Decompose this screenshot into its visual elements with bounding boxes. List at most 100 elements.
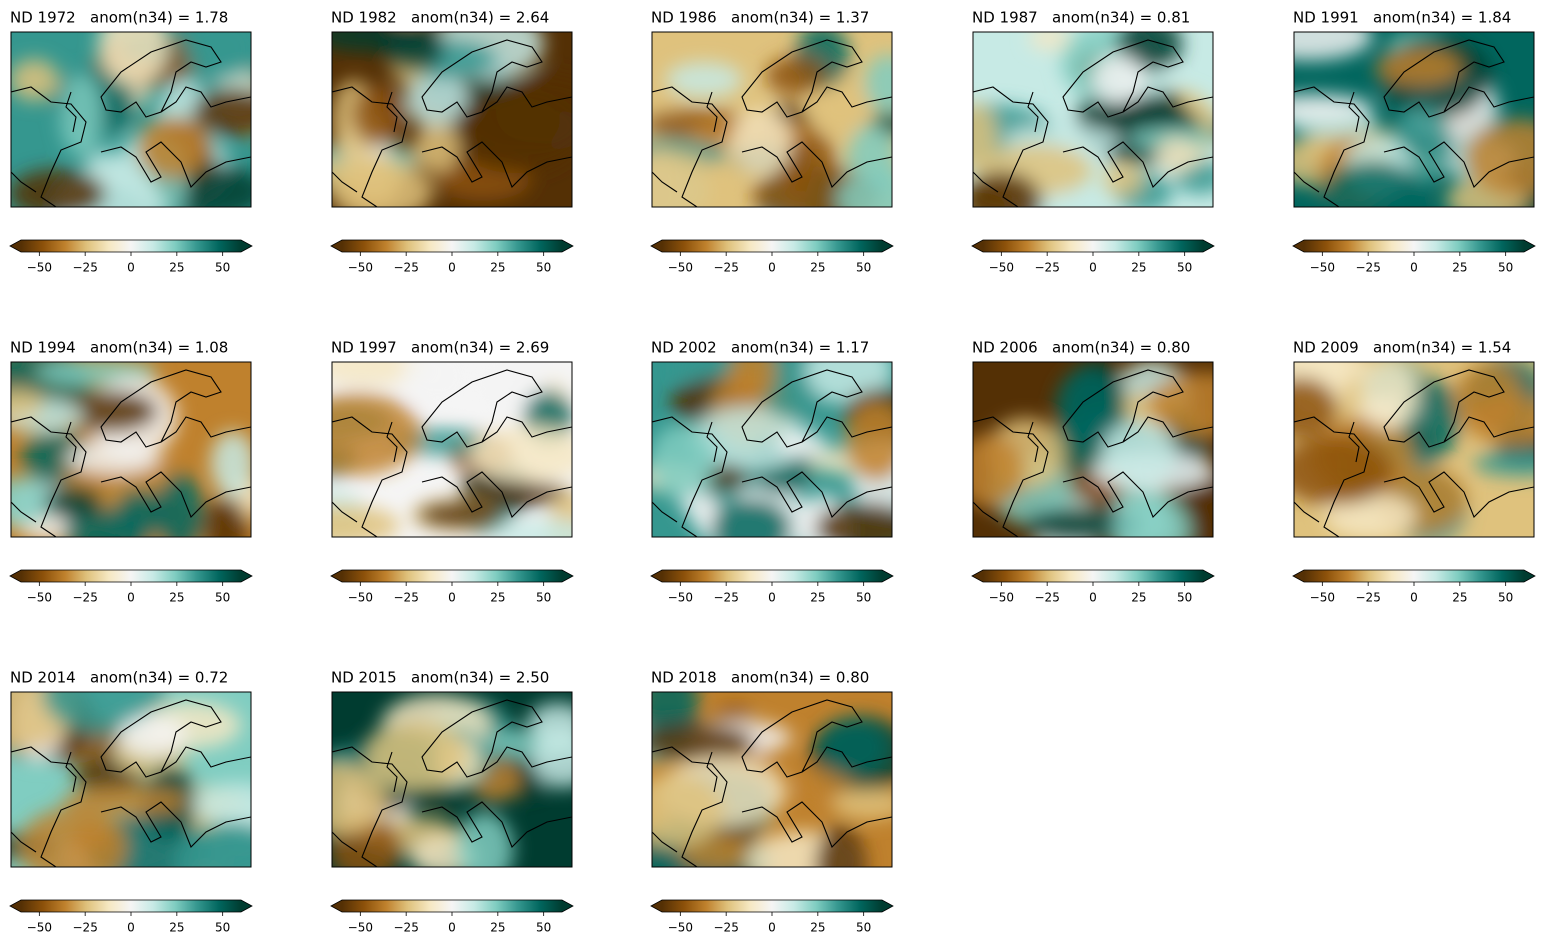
- map-blob: [192, 782, 251, 825]
- colorbar-outline: [1292, 239, 1536, 253]
- map-field: [1294, 362, 1534, 537]
- colorbar-extend-high: [562, 240, 573, 252]
- panel-title: ND 1982 anom(n34) = 2.64: [331, 9, 549, 27]
- map-field: [973, 362, 1213, 537]
- map-blob: [1463, 118, 1534, 197]
- colorbar-tick-label: 50: [536, 921, 551, 935]
- colorbar-extend-high: [882, 900, 893, 912]
- colorbar-tick-label: −25: [714, 261, 739, 275]
- map-blob: [765, 56, 828, 96]
- colorbar-tick-label: −25: [1035, 261, 1060, 275]
- map-blob: [689, 406, 807, 472]
- map-blob: [61, 786, 189, 817]
- panel-title: ND 2006 anom(n34) = 0.80: [972, 339, 1190, 357]
- colorbar-extend-high: [1524, 240, 1535, 252]
- panel-title: ND 1972 anom(n34) = 1.78: [10, 9, 228, 27]
- map-blobs: [332, 694, 572, 867]
- map-blob: [652, 774, 724, 848]
- colorbar-extend-high: [241, 900, 252, 912]
- colorbar-tick-label: 50: [215, 921, 230, 935]
- coastline: [652, 39, 892, 207]
- colorbar-tick-label: −25: [1035, 591, 1060, 605]
- map-blob: [665, 61, 743, 98]
- panel: ND 1986 anom(n34) = 1.37 −50 −25 0 25 50: [650, 9, 894, 275]
- colorbar-extend-low: [972, 240, 983, 252]
- coastline: [1294, 39, 1534, 207]
- colorbar-tick-label: −50: [348, 921, 373, 935]
- map-blob: [679, 835, 750, 867]
- colorbar-tick-label: 25: [1131, 591, 1146, 605]
- map-field: [973, 32, 1213, 207]
- colorbar-extend-high: [241, 570, 252, 582]
- map-blobs: [652, 32, 892, 207]
- colorbar-tick-label: 0: [1089, 591, 1097, 605]
- colorbar: [983, 570, 1203, 582]
- coastline: [652, 699, 892, 867]
- colorbar-tick-label: 50: [856, 921, 871, 935]
- map-blob: [451, 90, 572, 174]
- map-blob: [98, 32, 169, 86]
- map-blob: [1023, 506, 1141, 537]
- colorbar-outline: [9, 899, 253, 913]
- colorbar-extend-high: [882, 240, 893, 252]
- colorbar-extend-low: [10, 570, 21, 582]
- panel: ND 1994 anom(n34) = 1.08 −50 −25 0 25 50: [9, 339, 253, 605]
- colorbar: [662, 240, 882, 252]
- colorbar-tick-label: −25: [1356, 261, 1381, 275]
- map-blob: [404, 68, 469, 130]
- map-frame: [331, 691, 573, 868]
- map-blob: [11, 477, 55, 527]
- map-blob: [62, 390, 159, 433]
- colorbar-outline: [1292, 569, 1536, 583]
- colorbar-tick-label: −50: [668, 591, 693, 605]
- panel-title: ND 2002 anom(n34) = 1.17: [651, 339, 869, 357]
- colorbar-tick-label: 0: [448, 591, 456, 605]
- colorbar: [1304, 570, 1524, 582]
- map-blobs: [973, 362, 1213, 537]
- map-blob: [192, 87, 251, 136]
- colorbar-outline: [330, 899, 574, 913]
- colorbar-extend-high: [1203, 240, 1214, 252]
- colorbar-tick-label: 25: [810, 591, 825, 605]
- map-frame: [972, 361, 1214, 538]
- map-blob: [815, 502, 892, 537]
- colorbar-outline: [9, 239, 253, 253]
- panel: ND 2002 anom(n34) = 1.17 −50 −25 0 25 50: [650, 339, 894, 605]
- colorbar-extend-high: [1524, 570, 1535, 582]
- colorbar-outline: [650, 569, 894, 583]
- panel-title: ND 1994 anom(n34) = 1.08: [10, 339, 228, 357]
- panel: ND 2014 anom(n34) = 0.72 −50 −25 0 25 50: [9, 669, 253, 935]
- map-frame: [1293, 31, 1535, 208]
- map-blobs: [332, 32, 572, 207]
- colorbar-outline: [650, 899, 894, 913]
- colorbar-outline: [971, 569, 1215, 583]
- colorbar: [1304, 240, 1524, 252]
- coastline: [973, 39, 1213, 207]
- colorbar-extend-low: [651, 570, 662, 582]
- colorbar-tick-label: −50: [1310, 591, 1335, 605]
- colorbar-extend-low: [10, 240, 21, 252]
- map-field: [1294, 32, 1534, 207]
- map-blob: [332, 392, 422, 476]
- colorbar-tick-label: 0: [768, 261, 776, 275]
- colorbar-tick-label: −50: [348, 261, 373, 275]
- colorbar-tick-label: 0: [127, 921, 135, 935]
- map-blob: [652, 423, 716, 499]
- colorbar-tick-label: 50: [856, 591, 871, 605]
- map-blob: [44, 485, 102, 521]
- colorbar: [21, 240, 241, 252]
- colorbar-tick-label: −25: [394, 591, 419, 605]
- colorbar-tick-label: 0: [448, 921, 456, 935]
- map-blob: [469, 425, 572, 483]
- map-blob: [864, 54, 892, 113]
- panel: ND 1982 anom(n34) = 2.64 −50 −25 0 25 50: [330, 9, 574, 275]
- map-field: [652, 692, 892, 867]
- colorbar-tick-label: 0: [768, 921, 776, 935]
- colorbar-extend-low: [10, 900, 21, 912]
- panel: ND 1991 anom(n34) = 1.84 −50 −25 0 25 50: [1292, 9, 1536, 275]
- map-blob: [117, 715, 188, 757]
- colorbar: [21, 900, 241, 912]
- panel-title: ND 1997 anom(n34) = 2.69: [331, 339, 549, 357]
- map-field: [332, 32, 572, 207]
